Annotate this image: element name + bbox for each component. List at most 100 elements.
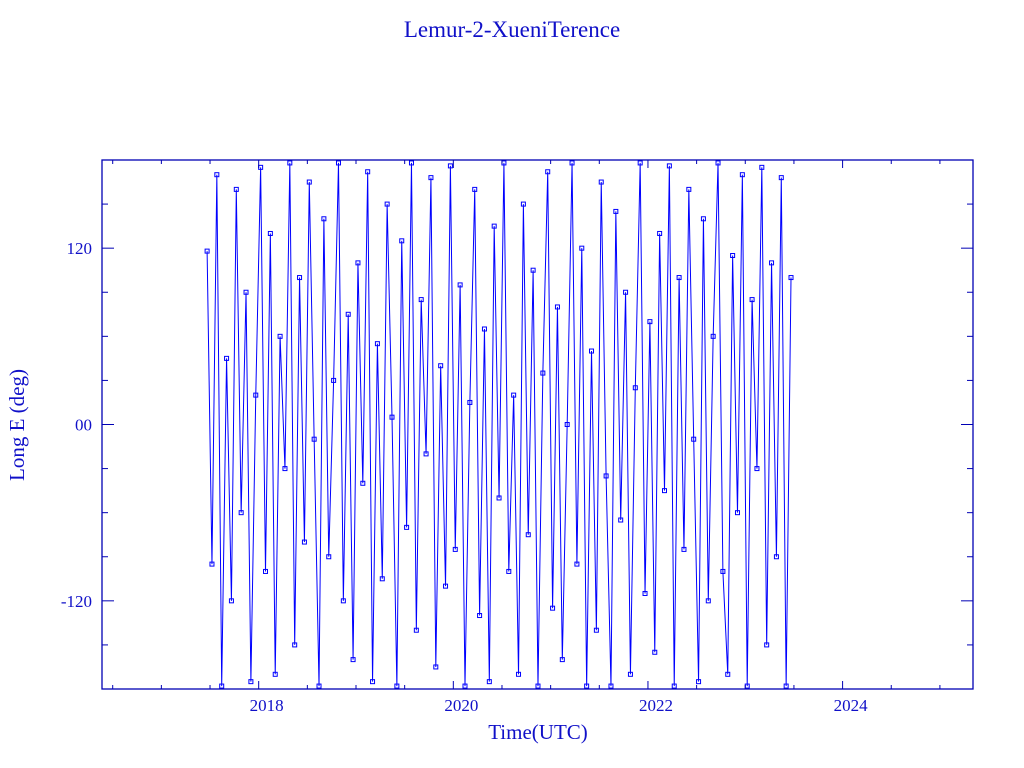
data-point <box>272 671 278 677</box>
y-tick-label: -120 <box>61 592 92 611</box>
data-point <box>360 480 366 486</box>
data-point <box>652 649 658 655</box>
x-axis-label: Time(UTC) <box>488 720 588 744</box>
data-point <box>530 267 536 273</box>
y-tick-label: 120 <box>67 239 93 258</box>
data-point <box>647 319 653 325</box>
data-point <box>457 282 463 288</box>
y-tick-label: 00 <box>75 416 92 435</box>
data-point <box>788 275 794 281</box>
data-point <box>574 561 580 567</box>
data-point <box>545 169 551 175</box>
x-tick-label: 2020 <box>444 696 478 715</box>
data-point <box>267 230 273 236</box>
x-tick-label: 2022 <box>639 696 673 715</box>
data-point <box>477 613 483 619</box>
data-point <box>214 172 220 178</box>
data-point <box>243 289 249 295</box>
data-point <box>642 590 648 596</box>
data-point <box>443 583 449 589</box>
data-point <box>297 275 303 281</box>
data-point <box>516 671 522 677</box>
data-point <box>710 333 716 339</box>
chart-title: Lemur-2-XueniTerence <box>404 17 620 42</box>
data-point <box>248 679 254 685</box>
data-point <box>730 253 736 259</box>
data-point <box>292 642 298 648</box>
data-point <box>550 605 556 611</box>
data-point <box>238 510 244 516</box>
data-point <box>219 683 225 689</box>
data-point <box>311 436 317 442</box>
data-point <box>282 466 288 472</box>
data-point <box>700 216 706 222</box>
data-point <box>350 657 356 663</box>
data-point <box>569 160 575 166</box>
data-point <box>467 399 473 405</box>
data-point <box>365 169 371 175</box>
data-point <box>326 554 332 560</box>
data-point <box>559 657 565 663</box>
data-point <box>554 304 560 310</box>
data-point <box>749 297 755 303</box>
data-point <box>209 561 215 567</box>
data-point <box>423 451 429 457</box>
data-point <box>486 679 492 685</box>
y-axis-label: Long E (deg) <box>5 369 29 481</box>
data-point <box>691 436 697 442</box>
data-point <box>632 385 638 391</box>
data-point <box>413 627 419 633</box>
data-point <box>593 627 599 633</box>
data-point <box>287 160 293 166</box>
data-point <box>579 245 585 251</box>
data-point <box>520 201 526 207</box>
data-point <box>754 466 760 472</box>
data-point <box>666 163 672 169</box>
data-point <box>584 683 590 689</box>
data-point <box>769 260 775 266</box>
data-point <box>627 671 633 677</box>
data-point <box>331 377 337 383</box>
data-point <box>720 568 726 574</box>
data-point <box>681 546 687 552</box>
axis-ticks: 2018 2020 2022 2024 -120 00 120 <box>61 160 973 715</box>
data-point <box>404 524 410 530</box>
data-point <box>491 223 497 229</box>
data-point <box>345 311 351 317</box>
data-point <box>481 326 487 332</box>
data-point <box>608 683 614 689</box>
data-point <box>535 683 541 689</box>
data-point <box>637 160 643 166</box>
data-point <box>725 671 731 677</box>
data-point <box>228 598 234 604</box>
data-point <box>783 683 789 689</box>
data-point <box>204 248 210 254</box>
data-point <box>399 238 405 244</box>
data-point <box>340 598 346 604</box>
data-point <box>452 546 458 552</box>
data-point <box>384 201 390 207</box>
data-point <box>603 473 609 479</box>
data-point <box>370 679 376 685</box>
data-point <box>496 495 502 501</box>
data-point <box>686 186 692 192</box>
data-point <box>301 539 307 545</box>
data-point <box>506 568 512 574</box>
data-point <box>676 275 682 281</box>
data-point <box>705 598 711 604</box>
data-point <box>394 683 400 689</box>
data-point <box>657 230 663 236</box>
data-point <box>321 216 327 222</box>
data-point <box>462 683 468 689</box>
data-point <box>233 186 239 192</box>
data-point <box>739 172 745 178</box>
data-point <box>374 341 380 347</box>
data-point <box>618 517 624 523</box>
series-line <box>206 162 792 687</box>
data-point <box>623 289 629 295</box>
data-point <box>306 179 312 185</box>
data-point <box>715 160 721 166</box>
data-point <box>277 333 283 339</box>
data-point <box>224 355 230 361</box>
